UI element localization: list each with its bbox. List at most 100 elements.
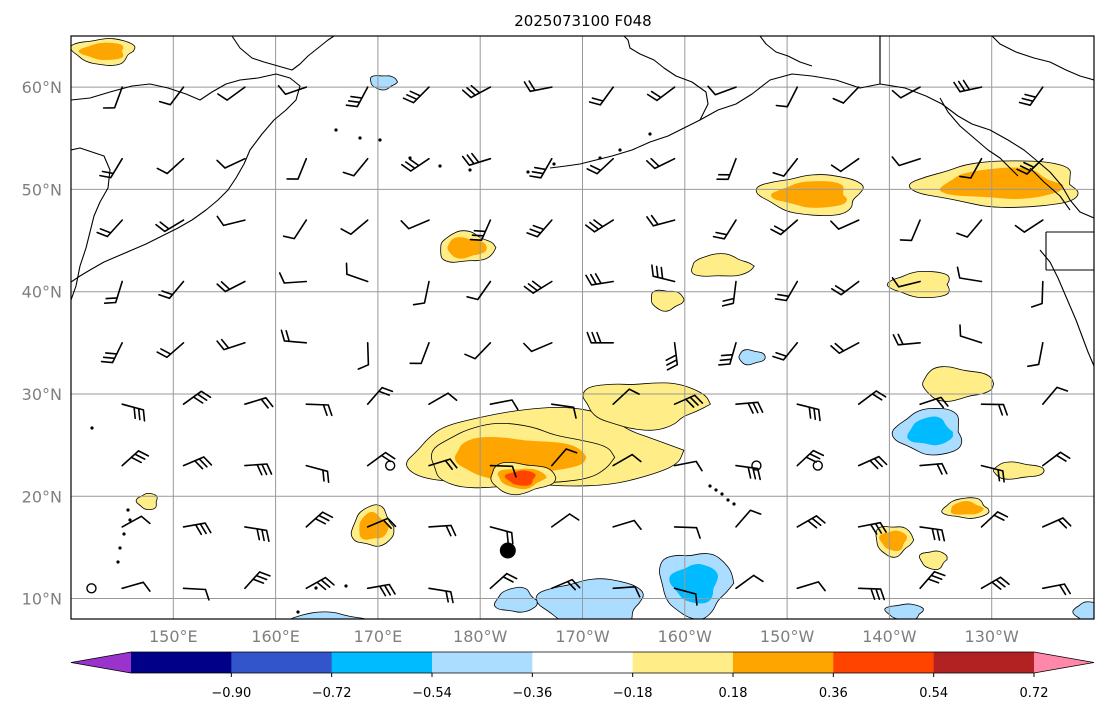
wind-barb [980,511,1009,528]
wind-barb [182,522,212,536]
positive-anomaly-mid [879,530,907,551]
islands [90,128,736,614]
colorbar-segment [231,652,333,673]
wind-barb [919,526,946,542]
wind-barb [217,86,246,101]
lon-tick-label: 170°W [555,627,610,646]
colorbar-tick-label: −0.90 [211,686,251,701]
wind-barb [155,219,185,233]
wind-barb [712,219,737,240]
wind-barb [100,342,123,364]
island [618,148,622,152]
negative-anomaly [1072,601,1094,619]
island [126,508,130,512]
wind-barb [585,273,614,286]
open-circle-marker [384,460,396,471]
positive-anomaly [135,492,158,510]
wind-barb [244,571,271,590]
island [438,164,442,168]
wind-barb [305,403,333,417]
wind-barb [673,526,701,539]
wind-barb [1042,583,1071,596]
wind-barb [721,280,737,307]
wind-barb [551,403,577,419]
wind-barb [428,587,454,604]
wind-barb [735,401,764,414]
wind-barb [585,219,614,233]
lat-tick-label: 20°N [22,487,62,506]
island [314,586,318,590]
wind-barb [612,388,640,405]
wind-barb [402,86,430,104]
wind-barb [830,342,860,354]
wind-barb [953,79,983,93]
wind-barb [980,464,1005,483]
negative-anomaly-mid [907,416,954,446]
wind-barb [612,586,641,598]
island [552,162,556,166]
island [358,136,362,140]
wind-barb [357,342,370,370]
wind-barb [1018,86,1044,106]
wind-barb [735,574,764,590]
wind-barb [831,280,860,296]
colorbar-segment [131,652,232,673]
positive-anomaly-high [504,470,536,486]
colorbar-tick-label: 0.72 [1020,686,1049,701]
wind-barb [551,578,581,591]
positive-anomaly [691,253,755,277]
island [296,610,300,614]
lon-tick-label: 160°W [658,627,713,646]
negative-anomaly-mid [669,564,719,604]
lat-tick-label: 50°N [22,180,62,199]
wind-barb [612,519,642,530]
wind-barb [665,342,679,371]
wind-barb [919,570,946,590]
wind-barb [278,272,308,284]
wind-barb [523,342,553,353]
wind-barb [919,462,948,475]
wind-barb [673,394,704,408]
wind-barb [1042,451,1071,467]
wind-barb [489,399,519,411]
wind-barb [892,333,921,346]
lon-tick-label: 130°W [965,627,1020,646]
wind-barb [244,526,270,542]
island [118,546,122,550]
island [128,518,132,522]
alaska-west-coast [623,36,813,121]
wind-barb [646,86,676,102]
colorbar-segment [933,652,1035,673]
wind-barb [489,464,517,478]
island [90,426,94,430]
alaska-coastline [549,36,1094,219]
wind-barb [857,521,887,535]
gridlines [71,36,1094,619]
wind-barb [286,157,308,180]
wind-barb [775,86,799,108]
positive-anomaly-mid [447,237,487,259]
wind-barb [342,157,369,177]
wind-barb [551,513,580,528]
wind-barb [796,581,826,592]
wind-barb [796,515,826,529]
island [334,128,338,132]
island [714,488,718,492]
colorbar-segment [833,652,935,673]
lon-tick-label: 150°W [760,627,815,646]
markers [86,460,823,594]
island [408,156,412,160]
positive-anomaly [582,382,711,431]
kamchatka-coast [231,36,335,71]
lon-tick-label: 170°E [354,627,403,646]
island [720,492,724,496]
wind-barb [216,157,246,169]
colorbar-segment [632,652,734,673]
colorbar-outline [70,651,1095,674]
colorbar: −0.90 −0.72 −0.54 −0.36 −0.18 0.18 0.36 0.54 0.7… [70,651,1095,701]
wind-barb [891,156,921,167]
lon-tick-label: 140°W [862,627,917,646]
wind-barb [182,390,212,405]
wind-barb [305,464,330,483]
island [726,498,730,502]
